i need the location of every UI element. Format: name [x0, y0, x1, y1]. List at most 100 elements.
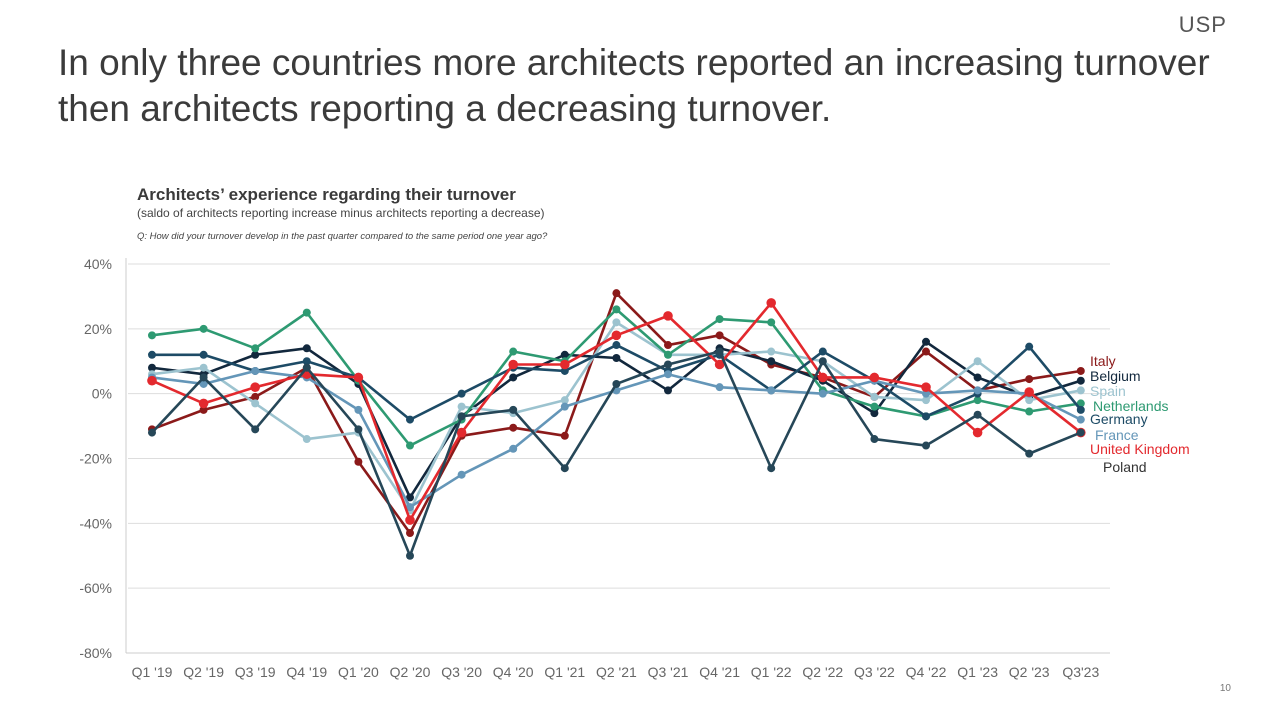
data-point-italy: [560, 431, 569, 440]
data-point-italy: [354, 457, 363, 466]
data-point-poland: [406, 551, 414, 560]
data-point-poland: [148, 428, 156, 437]
data-point-france: [251, 366, 260, 375]
x-tick-label: Q2 '23: [1009, 664, 1050, 680]
data-point-poland: [509, 405, 518, 414]
data-point-poland: [973, 410, 982, 419]
data-point-belgium: [1076, 376, 1085, 385]
data-point-germany: [406, 415, 414, 424]
x-tick-label: Q2 '22: [802, 664, 843, 680]
data-point-france: [715, 383, 724, 392]
x-tick-label: Q2 '20: [390, 664, 431, 680]
legend-label-poland: Poland: [1103, 459, 1147, 475]
data-point-united-kingdom: [560, 359, 570, 370]
data-point-spain: [560, 396, 569, 405]
data-point-poland: [302, 363, 311, 372]
data-point-spain: [973, 357, 982, 366]
y-tick-label: 40%: [84, 256, 112, 272]
x-tick-label: Q4 '21: [699, 664, 740, 680]
x-tick-label: Q4 '19: [286, 664, 327, 680]
data-point-united-kingdom: [405, 515, 415, 525]
page-number: 10: [1219, 683, 1231, 694]
data-point-france: [509, 444, 518, 453]
data-point-france: [973, 386, 982, 395]
chart-title: Architects’ experience regarding their t…: [137, 185, 516, 204]
y-tick-label: 20%: [84, 321, 112, 337]
data-point-belgium: [612, 354, 621, 363]
x-tick-label: Q1 '20: [338, 664, 379, 680]
data-point-poland: [612, 379, 621, 388]
data-point-italy: [199, 405, 208, 414]
data-point-belgium: [973, 373, 982, 382]
data-point-france: [767, 386, 776, 395]
data-point-united-kingdom: [1024, 387, 1034, 397]
data-point-spain: [251, 399, 260, 408]
y-tick-label: -40%: [79, 515, 112, 531]
x-tick-label: Q3 '20: [441, 664, 482, 680]
data-point-france: [199, 379, 208, 388]
data-point-poland: [715, 347, 724, 356]
data-point-poland: [199, 373, 208, 382]
data-point-united-kingdom: [663, 311, 673, 321]
chart-subtitle: (saldo of architects reporting increase …: [137, 206, 545, 220]
data-point-belgium: [251, 350, 260, 359]
x-tick-label: Q3'23: [1062, 664, 1099, 680]
data-point-germany: [818, 347, 827, 356]
data-point-poland: [457, 412, 466, 421]
data-point-belgium: [922, 337, 930, 346]
data-point-netherlands: [1025, 407, 1034, 416]
page-title: In only three countries more architects …: [58, 42, 1210, 129]
data-point-italy: [509, 423, 518, 432]
data-point-netherlands: [870, 402, 879, 411]
data-point-france: [560, 402, 569, 411]
data-point-netherlands: [664, 350, 672, 359]
data-point-belgium: [302, 344, 311, 353]
data-point-poland: [1076, 428, 1085, 437]
data-point-germany: [612, 341, 621, 350]
legend-label-germany: Germany: [1090, 411, 1148, 427]
usp-logo: USP: [1178, 12, 1227, 37]
data-point-france: [922, 389, 930, 398]
data-point-germany: [1025, 342, 1034, 351]
data-point-poland: [251, 425, 260, 434]
legend-label-netherlands: Netherlands: [1093, 398, 1169, 414]
x-tick-label: Q3 '21: [648, 664, 689, 680]
data-point-germany: [302, 357, 311, 366]
data-point-belgium: [870, 409, 879, 418]
data-point-netherlands: [509, 347, 518, 356]
data-point-germany: [457, 389, 466, 398]
data-point-italy: [664, 341, 672, 350]
data-point-france: [1076, 415, 1085, 424]
y-tick-label: -20%: [79, 451, 112, 467]
data-point-united-kingdom: [818, 372, 828, 383]
data-point-united-kingdom: [766, 298, 776, 308]
data-point-poland: [560, 464, 569, 473]
legend-label-france: France: [1095, 427, 1139, 443]
data-point-germany: [148, 350, 156, 359]
x-tick-label: Q1 '22: [751, 664, 792, 680]
data-point-spain: [457, 402, 466, 411]
data-point-netherlands: [199, 324, 208, 333]
data-point-netherlands: [251, 344, 260, 353]
data-point-netherlands: [612, 305, 621, 314]
data-point-united-kingdom: [972, 427, 983, 438]
data-point-united-kingdom: [921, 382, 931, 392]
data-point-belgium: [560, 350, 569, 359]
legend-label-united-kingdom: United Kingdom: [1090, 441, 1190, 457]
data-point-poland: [354, 425, 363, 434]
data-point-germany: [922, 412, 930, 421]
data-point-spain: [767, 347, 776, 356]
x-tick-label: Q1 '19: [132, 664, 173, 680]
data-point-netherlands: [767, 318, 776, 327]
data-point-italy: [922, 347, 930, 356]
data-point-united-kingdom: [147, 375, 157, 386]
data-point-germany: [560, 366, 569, 375]
x-tick-label: Q1 '21: [544, 664, 585, 680]
data-point-netherlands: [148, 331, 156, 340]
data-point-france: [354, 405, 363, 414]
data-point-belgium: [509, 373, 518, 382]
data-point-france: [664, 370, 672, 379]
legend-label-spain: Spain: [1090, 383, 1126, 399]
data-point-belgium: [406, 493, 414, 502]
